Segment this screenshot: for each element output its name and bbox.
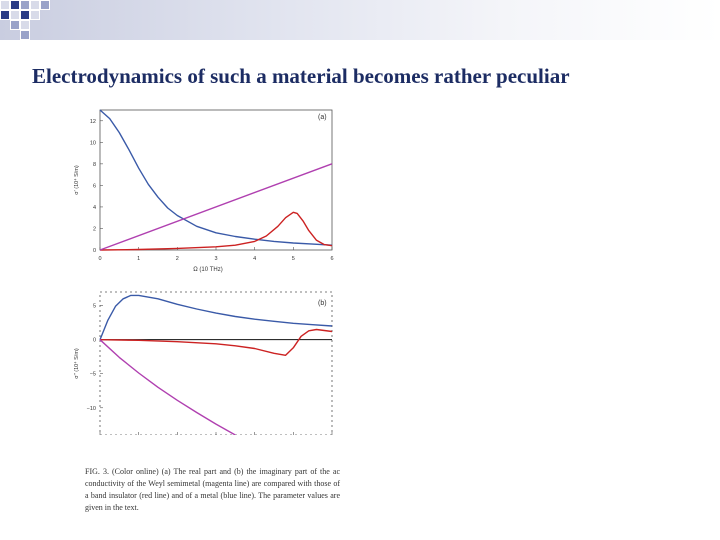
- decor-square-8: [20, 10, 30, 20]
- panel-label: (a): [318, 114, 327, 121]
- x-tick-label: 4: [253, 256, 256, 262]
- decor-square-5: [40, 0, 50, 10]
- series-line-2: [99, 163, 333, 251]
- y-tick-label: 0: [93, 248, 96, 254]
- panel-label: (b): [318, 300, 327, 307]
- decor-square-7: [10, 10, 20, 20]
- y-tick-label: 5: [93, 304, 96, 310]
- header-gradient-band: [0, 0, 720, 40]
- y-tick-label: 10: [90, 140, 96, 146]
- x-tick-label: 6: [330, 256, 333, 262]
- y-tick-label: 2: [93, 226, 96, 232]
- y-tick-label: 8: [93, 162, 96, 168]
- slide-title: Electrodynamics of such a material becom…: [32, 64, 570, 88]
- y-axis-label: σ' (10⁴ S/m): [73, 165, 80, 195]
- y-tick-label: 12: [90, 119, 96, 125]
- figure-caption: FIG. 3. (Color online) (a) The real part…: [85, 467, 340, 512]
- decor-square-2: [10, 0, 20, 10]
- decor-square-4: [30, 0, 40, 10]
- plot-frame: [99, 291, 333, 435]
- decor-square-10: [10, 20, 20, 30]
- series-line-0: [99, 294, 333, 340]
- series-line-1: [99, 328, 333, 356]
- y-axis-label: σ'' (10⁴ S/m): [73, 348, 80, 379]
- decor-square-1: [0, 0, 10, 10]
- y-tick-label: −5: [90, 372, 96, 378]
- series-line-2: [99, 339, 236, 435]
- series-line-1: [99, 211, 333, 251]
- decor-square-9: [30, 10, 40, 20]
- y-tick-label: 0: [93, 338, 96, 344]
- y-tick-label: 4: [93, 205, 96, 211]
- x-tick-label: 3: [214, 256, 217, 262]
- decor-square-3: [20, 0, 30, 10]
- x-tick-label: 1: [137, 256, 140, 262]
- decor-square-12: [20, 30, 30, 40]
- x-tick-label: 0: [98, 256, 101, 262]
- decor-square-6: [0, 10, 10, 20]
- panel-b: 012345650−5−10Ω (10 THz)σ'' (10⁴ S/m)(b): [73, 291, 333, 435]
- x-tick-label: 5: [292, 256, 295, 262]
- x-axis-label: Ω (10 THz): [193, 267, 223, 273]
- plot-frame: [99, 109, 333, 251]
- decor-square-11: [20, 20, 30, 30]
- y-tick-label: 6: [93, 183, 96, 189]
- series-line-0: [99, 109, 333, 246]
- x-tick-label: 2: [176, 256, 179, 262]
- y-tick-label: −10: [87, 406, 96, 412]
